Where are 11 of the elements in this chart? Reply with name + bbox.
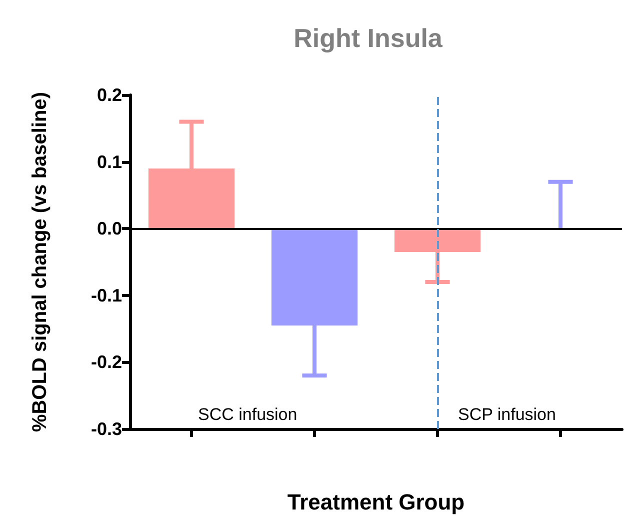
y-tick-label: -0.1 (90, 285, 122, 306)
y-tick-label: -0.3 (90, 419, 122, 439)
y-tick-label: 0.1 (96, 152, 122, 172)
x-axis-title: Treatment Group (287, 490, 465, 514)
annotation: SCP infusion (458, 405, 556, 424)
y-tick-label: 0.2 (96, 85, 122, 105)
chart-title: Right Insula (294, 23, 443, 53)
annotation: SCC infusion (198, 405, 298, 424)
y-tick-label: 0.0 (96, 218, 122, 239)
y-tick-label: -0.2 (90, 352, 122, 372)
y-axis-title: %BOLD signal change (vs baseline) (29, 92, 51, 432)
